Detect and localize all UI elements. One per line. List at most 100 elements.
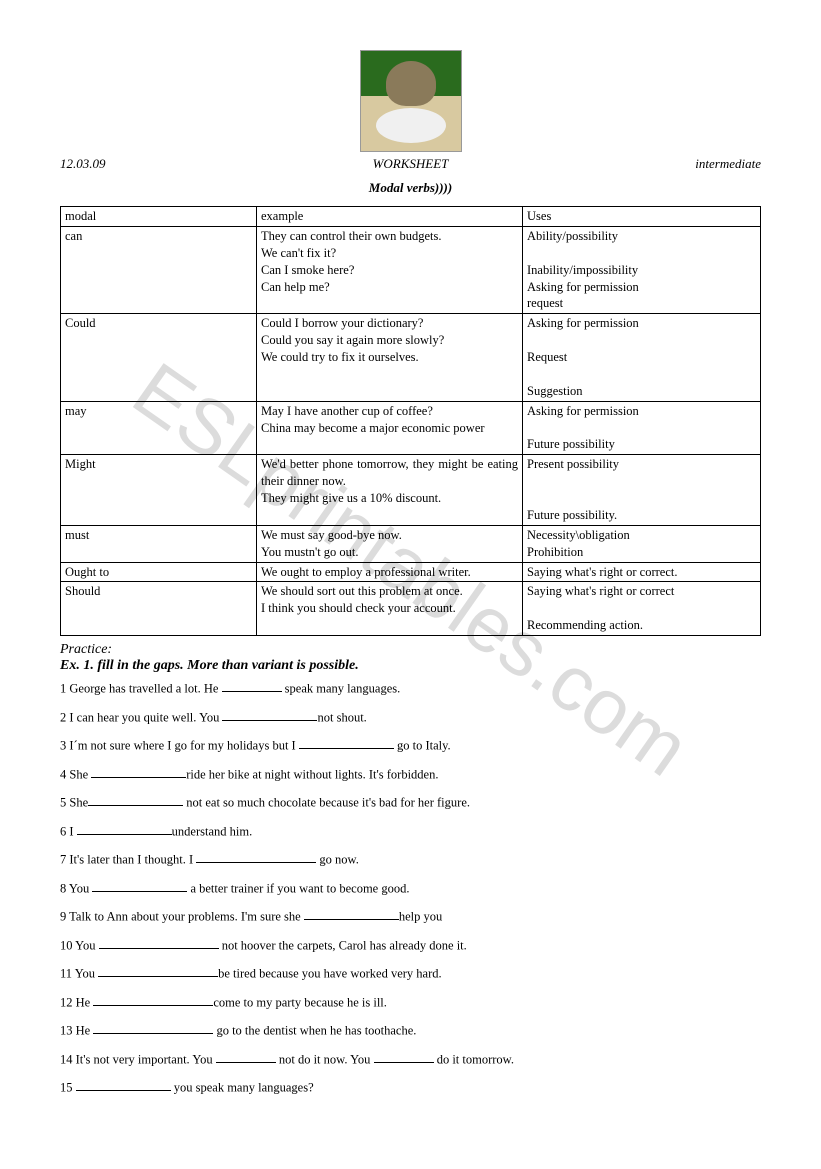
item-text-pre: I can hear you quite well. You [69,710,222,724]
cell-example: May I have another cup of coffee?China m… [257,401,523,455]
cell-modal: Should [61,582,257,636]
item-text-post: you speak many languages? [171,1080,314,1094]
item-text-pre: It's not very important. You [76,1052,216,1066]
item-text-pre: It's later than I thought. I [69,852,196,866]
exercise-list: 1 George has travelled a lot. He speak m… [60,680,761,1096]
item-text-pre: He [76,1023,94,1037]
cell-example: We must say good-bye now.You mustn't go … [257,525,523,562]
item-number: 4 [60,767,69,781]
item-text-pre: George has travelled a lot. He [69,681,221,695]
cell-example: We should sort out this problem at once.… [257,582,523,636]
exercise-item: 4 She ride her bike at night without lig… [60,766,761,783]
item-text-pre: You [69,881,92,895]
fill-blank[interactable] [98,965,218,977]
item-number: 10 [60,938,75,952]
item-text-post: be tired because you have worked very ha… [218,966,442,980]
item-number: 3 [60,738,69,752]
item-number: 11 [60,966,75,980]
fill-blank[interactable] [99,937,219,949]
table-row: Ought toWe ought to employ a professiona… [61,562,761,582]
item-text-pre: You [75,938,98,952]
exercise-item: 10 You not hoover the carpets, Carol has… [60,937,761,954]
item-number: 7 [60,852,69,866]
item-number: 1 [60,681,69,695]
item-number: 12 [60,995,76,1009]
item-number: 14 [60,1052,76,1066]
header-level: intermediate [561,156,761,172]
item-text-post: not do it now. You [276,1052,374,1066]
fill-blank[interactable] [222,709,317,721]
item-number: 9 [60,909,69,923]
header-date: 12.03.09 [60,156,260,172]
exercise-item: 11 You be tired because you have worked … [60,965,761,982]
item-text-pre: She [69,795,88,809]
item-number: 13 [60,1023,76,1037]
cell-example: We ought to employ a professional writer… [257,562,523,582]
item-text-post: not eat so much chocolate because it's b… [183,795,470,809]
fill-blank[interactable] [299,737,394,749]
fill-blank[interactable] [93,994,213,1006]
fill-blank[interactable] [196,851,316,863]
exercise-item: 7 It's later than I thought. I go now. [60,851,761,868]
worksheet-title: Modal verbs)))) [60,180,761,196]
fill-blank[interactable] [88,794,183,806]
fill-blank[interactable] [77,823,172,835]
exercise-item: 15 you speak many languages? [60,1079,761,1096]
table-row: ShouldWe should sort out this problem at… [61,582,761,636]
fill-blank[interactable] [91,766,186,778]
item-text-pre: You [75,966,98,980]
item-number: 6 [60,824,69,838]
exercise-item: 5 She not eat so much chocolate because … [60,794,761,811]
exercise-item: 3 I´m not sure where I go for my holiday… [60,737,761,754]
item-text-pre: I´m not sure where I go for my holidays … [69,738,298,752]
document-header: 12.03.09 WORKSHEET intermediate [60,50,761,172]
cell-example: They can control their own budgets.We ca… [257,226,523,313]
item-text-post: ride her bike at night without lights. I… [186,767,438,781]
item-text-pre: I [69,824,76,838]
cell-example: Could I borrow your dictionary?Could you… [257,314,523,401]
fill-blank[interactable] [222,680,282,692]
item-text-post: go to the dentist when he has toothache. [213,1023,416,1037]
fill-blank[interactable] [92,880,187,892]
fill-blank[interactable] [304,908,399,920]
cell-uses: Present possibility Future possibility. [523,455,761,526]
item-text-post: not shout. [317,710,366,724]
table-row: mustWe must say good-bye now.You mustn't… [61,525,761,562]
header-center-label: WORKSHEET [373,156,449,172]
item-text-post: speak many languages. [282,681,401,695]
exercise-item: 2 I can hear you quite well. You not sho… [60,709,761,726]
header-image [360,50,462,152]
table-row: canThey can control their own budgets.We… [61,226,761,313]
cell-modal: may [61,401,257,455]
item-text-post: not hoover the carpets, Carol has alread… [219,938,467,952]
exercise-title: Ex. 1. fill in the gaps. More than varia… [60,658,761,674]
item-text-post: come to my party because he is ill. [213,995,387,1009]
exercise-item: 6 I understand him. [60,823,761,840]
exercise-item: 1 George has travelled a lot. He speak m… [60,680,761,697]
cell-example: We'd better phone tomorrow, they might b… [257,455,523,526]
exercise-item: 8 You a better trainer if you want to be… [60,880,761,897]
fill-blank[interactable] [216,1051,276,1063]
item-text-post: help you [399,909,442,923]
item-number: 8 [60,881,69,895]
exercise-item: 12 He come to my party because he is ill… [60,994,761,1011]
practice-label: Practice: [60,642,761,658]
cell-modal: Ought to [61,562,257,582]
cell-uses: Asking for permission Future possibility [523,401,761,455]
th-modal: modal [61,207,257,227]
exercise-item: 13 He go to the dentist when he has toot… [60,1022,761,1039]
th-uses: Uses [523,207,761,227]
item-text-pre: He [76,995,94,1009]
item-text-pre: Talk to Ann about your problems. I'm sur… [69,909,304,923]
fill-blank[interactable] [374,1051,434,1063]
fill-blank[interactable] [76,1079,171,1091]
cell-modal: can [61,226,257,313]
fill-blank[interactable] [93,1022,213,1034]
th-example: example [257,207,523,227]
cell-modal: must [61,525,257,562]
item-text-post2: do it tomorrow. [434,1052,514,1066]
modal-verbs-table: modal example Uses canThey can control t… [60,206,761,636]
item-text-post: go to Italy. [394,738,451,752]
table-row: MightWe'd better phone tomorrow, they mi… [61,455,761,526]
cell-modal: Could [61,314,257,401]
